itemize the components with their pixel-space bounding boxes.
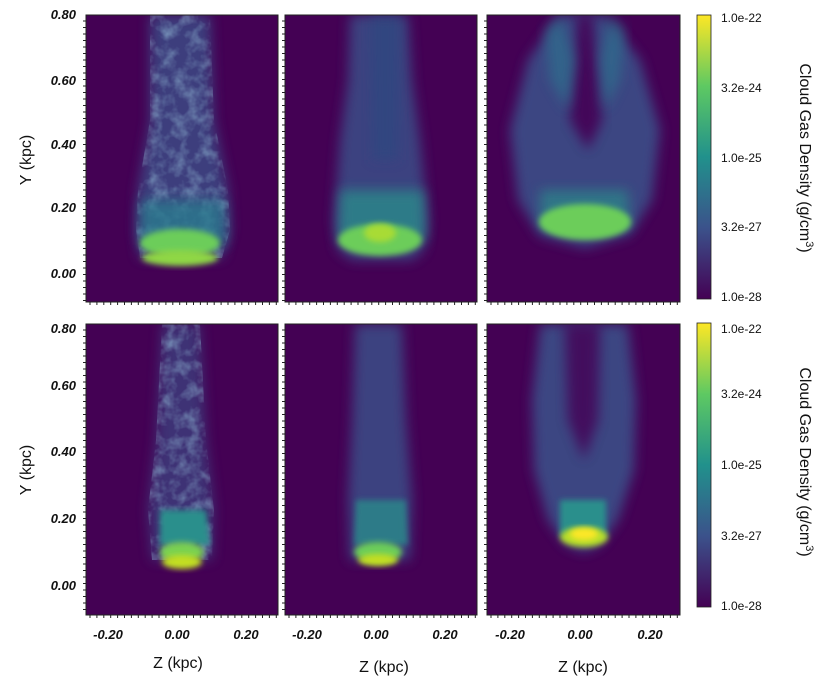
y-axis-label-top: Y (kpc)	[18, 135, 35, 185]
colorbar-title: Cloud Gas Density (g/cm3)	[796, 367, 815, 556]
x-tick-label: 0.00	[363, 627, 389, 642]
x-tick-label: 0.00	[567, 627, 593, 642]
y-axis-label-bottom: Y (kpc)	[18, 445, 35, 495]
panel-top-middle	[285, 15, 477, 302]
y-tick-label: 0.00	[51, 266, 77, 281]
y-tick-label: 0.00	[51, 578, 77, 593]
y-tick-label: 0.80	[51, 321, 77, 336]
x-tick-label: 0.20	[233, 627, 259, 642]
x-axis-label-col3: Z (kpc)	[558, 659, 608, 676]
colorbar-title: Cloud Gas Density (g/cm3)	[796, 63, 815, 252]
y-tick-label: 0.20	[51, 511, 77, 526]
x-tick-label: 0.00	[164, 627, 190, 642]
panel-bottom-middle	[285, 324, 477, 615]
panel-bottom-left	[86, 324, 278, 615]
colorbar-tick-label: 3.2e-27	[721, 529, 762, 543]
y-tick-label: 0.40	[51, 444, 77, 459]
x-axis-label-col2: Z (kpc)	[359, 659, 409, 676]
colorbar-bottom: 1.0e-22 3.2e-24 1.0e-25 3.2e-27 1.0e-28 …	[696, 322, 815, 613]
x-tick-label: -0.20	[292, 627, 322, 642]
panel-top-right	[487, 15, 680, 302]
x-axis-label-col1: Z (kpc)	[153, 655, 203, 672]
colorbar-tick-label: 3.2e-27	[721, 220, 762, 234]
axes-frames	[85, 14, 681, 616]
panel-bottom-right	[487, 324, 680, 615]
x-ticks-col2: -0.20 0.00 0.20	[292, 627, 458, 642]
y-tick-label: 0.60	[51, 73, 77, 88]
x-tick-label: -0.20	[93, 627, 123, 642]
x-ticks-col1: -0.20 0.00 0.20	[93, 627, 259, 642]
colorbar-tick-label: 3.2e-24	[721, 387, 762, 401]
x-tick-label: -0.20	[495, 627, 525, 642]
x-ticks-col3: -0.20 0.00 0.20	[495, 627, 663, 642]
colorbar-gradient	[696, 14, 712, 300]
colorbar-tick-label: 3.2e-24	[721, 81, 762, 95]
colorbar-tick-label: 1.0e-25	[721, 458, 762, 472]
minor-ticks	[83, 20, 678, 618]
colorbar-tick-label: 1.0e-28	[721, 290, 762, 304]
y-tick-label: 0.80	[51, 7, 77, 22]
colorbar-tick-label: 1.0e-22	[721, 322, 762, 336]
colorbar-gradient	[696, 322, 712, 608]
y-ticks-top: 0.80 0.60 0.40 0.20 0.00	[51, 7, 77, 281]
colorbar-tick-label: 1.0e-28	[721, 599, 762, 613]
x-tick-label: 0.20	[637, 627, 663, 642]
x-tick-label: 0.20	[432, 627, 458, 642]
colorbar-top: 1.0e-22 3.2e-24 1.0e-25 3.2e-27 1.0e-28 …	[696, 11, 815, 304]
y-tick-label: 0.40	[51, 137, 77, 152]
y-ticks-bottom: 0.80 0.60 0.40 0.20 0.00	[51, 321, 77, 593]
y-tick-label: 0.20	[51, 200, 77, 215]
colorbar-tick-label: 1.0e-22	[721, 11, 762, 25]
panel-top-left	[86, 15, 278, 302]
colorbar-tick-label: 1.0e-25	[721, 151, 762, 165]
y-tick-label: 0.60	[51, 378, 77, 393]
